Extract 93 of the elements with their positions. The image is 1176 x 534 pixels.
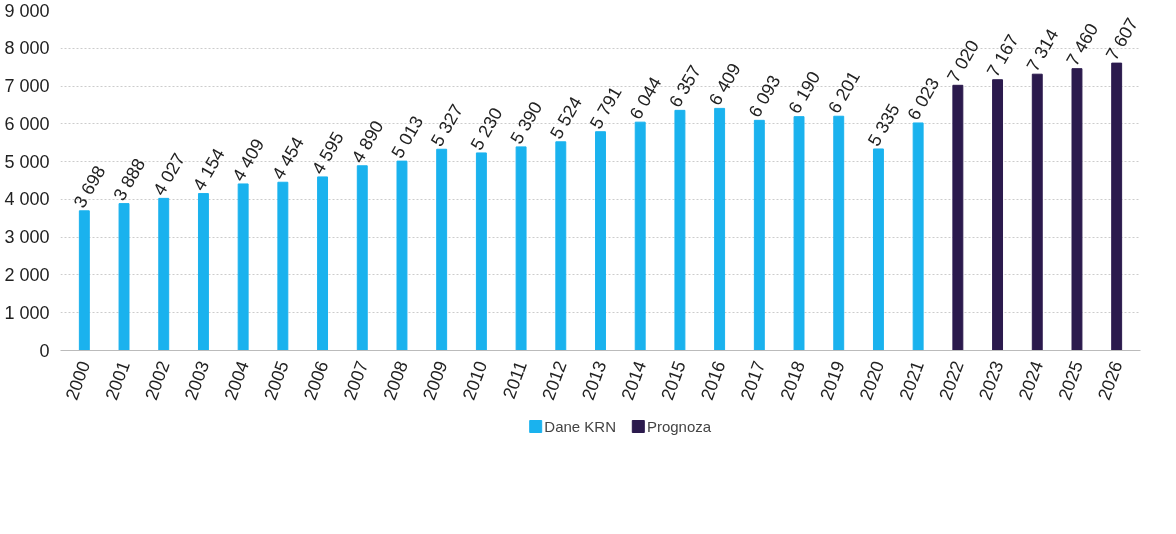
data-label: 5 013 — [387, 112, 428, 162]
bar — [674, 109, 686, 351]
legend-label: Dane KRN — [544, 418, 617, 435]
data-label: 4 454 — [268, 133, 309, 183]
data-label: 3 888 — [109, 155, 150, 205]
data-label: 4 409 — [228, 135, 269, 185]
x-tick-label: 2011 — [498, 358, 531, 402]
data-label: 6 409 — [704, 59, 745, 109]
data-label: 5 335 — [863, 100, 904, 150]
data-label: 5 390 — [506, 98, 547, 148]
legend-label: Prognoza — [646, 418, 712, 435]
x-tick-label: 2016 — [697, 358, 730, 403]
y-tick-label: 4 000 — [4, 189, 50, 210]
data-label: 5 791 — [585, 83, 626, 133]
bar — [277, 181, 289, 351]
y-tick-label: 5 000 — [4, 151, 50, 172]
x-tick-label: 2015 — [657, 358, 690, 403]
x-tick-label: 2006 — [299, 358, 333, 403]
x-tick-label: 2024 — [1014, 358, 1048, 403]
data-label: 5 230 — [466, 104, 507, 154]
x-tick-label: 2009 — [419, 358, 452, 403]
x-tick-label: 2008 — [379, 358, 412, 403]
bar — [912, 122, 924, 351]
bar — [634, 121, 646, 351]
bar — [436, 148, 448, 351]
x-tick-label: 2020 — [855, 358, 889, 403]
bar — [515, 146, 527, 351]
bar — [595, 131, 606, 351]
x-tick-label: 2014 — [617, 358, 651, 403]
y-tick-label: 0 — [39, 340, 50, 361]
data-label: 7 314 — [1022, 25, 1063, 75]
bar — [1071, 68, 1083, 351]
x-tick-label: 2003 — [180, 358, 214, 403]
data-label: 5 327 — [427, 100, 467, 150]
data-label: 6 023 — [903, 74, 944, 124]
bar — [833, 115, 845, 351]
bar — [356, 165, 368, 351]
x-tick-label: 2000 — [61, 358, 95, 403]
bar — [197, 193, 209, 351]
bar — [872, 148, 884, 351]
bar — [1111, 62, 1123, 351]
y-tick-label: 2 000 — [4, 264, 50, 285]
data-label: 4 595 — [307, 128, 348, 178]
data-label: 4 890 — [347, 117, 388, 167]
data-label: 7 607 — [1102, 14, 1142, 64]
bar — [952, 84, 964, 351]
bar — [237, 183, 249, 351]
bar — [555, 141, 567, 351]
x-tick-label: 2018 — [776, 358, 809, 403]
x-tick-label: 2023 — [974, 358, 1008, 403]
x-tick-label: 2001 — [101, 358, 134, 403]
y-tick-label: 3 000 — [4, 227, 50, 248]
x-tick-label: 2017 — [736, 358, 770, 403]
x-tick-label: 2025 — [1054, 358, 1087, 403]
bar — [317, 176, 329, 351]
x-tick-label: 2005 — [260, 358, 293, 403]
bar — [78, 210, 90, 351]
x-tick-label: 2019 — [816, 358, 849, 403]
x-tick-label: 2007 — [339, 358, 373, 403]
bar — [118, 203, 130, 351]
data-label: 6 093 — [744, 71, 785, 121]
bar — [992, 79, 1004, 351]
y-tick-label: 7 000 — [4, 76, 50, 97]
x-tick-label: 2010 — [458, 358, 492, 403]
bar — [753, 119, 765, 351]
x-tick-label: 2012 — [538, 358, 571, 403]
bar — [396, 160, 408, 351]
data-label: 7 167 — [982, 31, 1023, 81]
y-tick-label: 6 000 — [4, 113, 50, 134]
data-label: 5 524 — [546, 93, 586, 143]
data-label: 4 154 — [188, 145, 229, 195]
x-tick-label: 2022 — [935, 358, 968, 403]
data-label: 3 698 — [69, 162, 110, 212]
data-label: 7 460 — [1062, 20, 1103, 70]
data-label: 7 020 — [943, 36, 984, 86]
x-tick-label: 2004 — [220, 358, 254, 403]
data-label: 6 201 — [824, 67, 864, 117]
x-tick-label: 2013 — [577, 358, 611, 403]
x-tick-label: 2026 — [1094, 358, 1127, 403]
data-label: 6 357 — [665, 61, 706, 111]
bar — [158, 197, 170, 351]
bar — [793, 116, 805, 351]
bar — [475, 152, 487, 351]
data-label: 4 027 — [149, 149, 189, 199]
bar — [714, 107, 726, 351]
bar — [1031, 73, 1043, 351]
y-tick-label: 8 000 — [4, 38, 50, 59]
x-tick-label: 2002 — [141, 358, 174, 403]
data-label: 6 044 — [625, 73, 666, 123]
data-label: 6 190 — [784, 68, 825, 118]
y-tick-label: 1 000 — [4, 302, 50, 323]
x-tick-label: 2021 — [895, 358, 929, 403]
y-tick-label: 9 000 — [4, 0, 50, 21]
